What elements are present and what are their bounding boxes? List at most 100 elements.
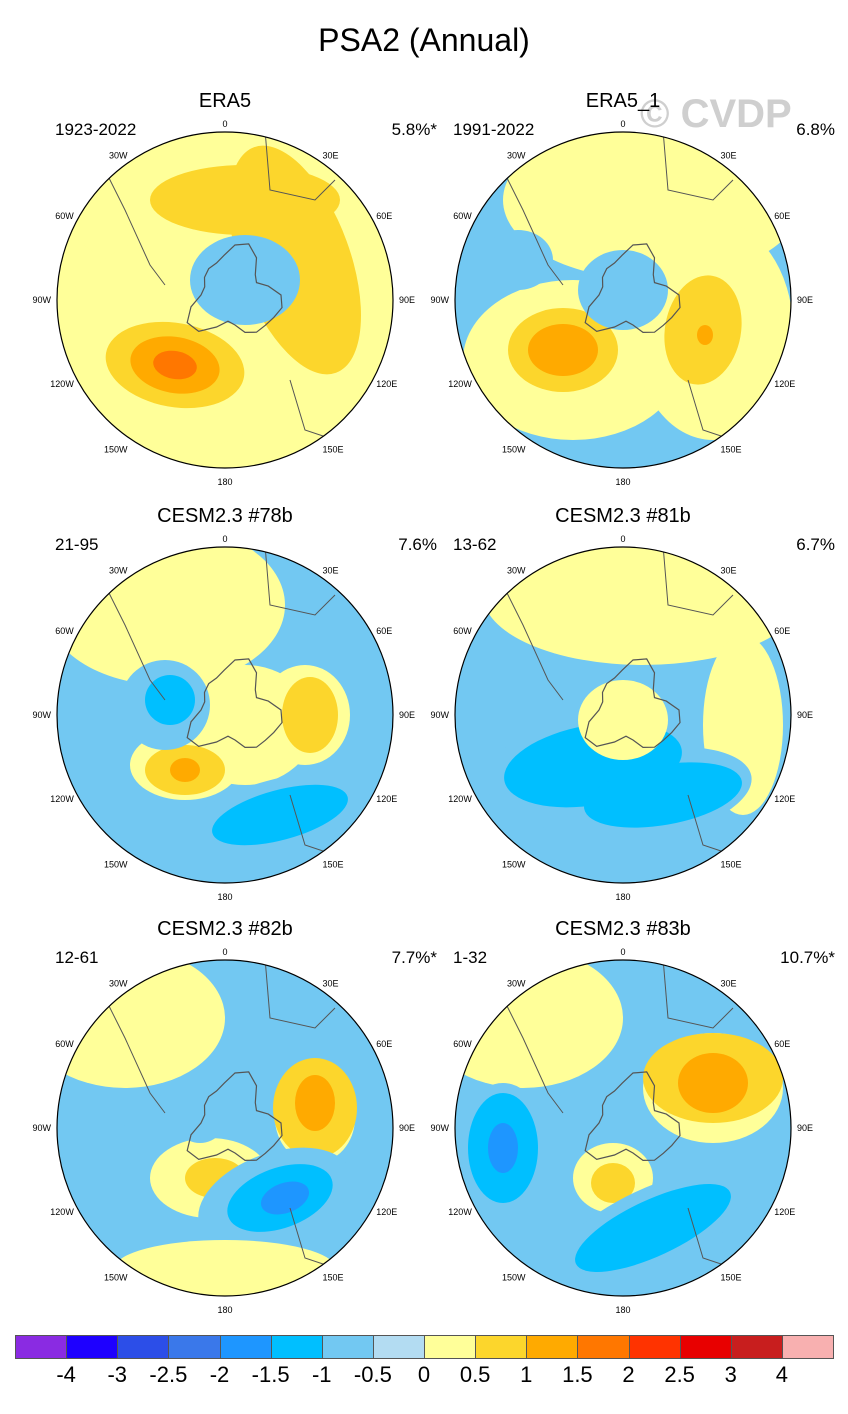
polar-map: 0 30E 60E 90E 120E 150E 180 150W 120W 90W 60W 30W — [430, 119, 813, 487]
map-border — [454, 546, 792, 884]
lon-label-r1: 60E — [774, 1039, 790, 1049]
lon-label-tr: 30E — [322, 566, 338, 576]
anomaly-contour — [282, 677, 338, 753]
lon-label-bl: 150W — [502, 445, 526, 455]
lon-label-top: 0 — [222, 534, 227, 544]
panel-years: 1-32 — [453, 948, 488, 967]
lon-label-r1: 60E — [376, 211, 392, 221]
polar-map: 0 30E 60E 90E 120E 150E 180 150W 120W 90W 60W 30W — [430, 534, 813, 902]
panel-years: 21-95 — [55, 535, 99, 554]
panel-cesm-81b: CESM2.3 #81b 13-62 6.7% 0 30E 60E 90E 120E 15… — [430, 505, 848, 905]
anomaly-contour — [57, 960, 225, 1088]
lon-label-l3: 120W — [448, 1207, 472, 1217]
colorbar-box — [219, 1335, 272, 1359]
lon-label-bl: 150W — [104, 1273, 128, 1283]
lon-label-l2: 90W — [430, 1123, 449, 1133]
lon-label-l1: 60W — [55, 211, 74, 221]
colorbar-box — [15, 1335, 68, 1359]
polar-map: 0 30E 60E 90E 120E 150E 180 150W 120W 90W 60W 30W — [32, 947, 415, 1315]
lon-label-l1: 60W — [55, 1039, 74, 1049]
anomaly-contour — [584, 762, 742, 828]
lon-label-tr: 30E — [322, 151, 338, 161]
colorbar-box — [321, 1335, 374, 1359]
anomaly-contour — [115, 1240, 335, 1296]
colorbar-tick: 4 — [775, 1362, 788, 1387]
colorbar-box — [730, 1335, 783, 1359]
lon-label-l3: 120W — [448, 379, 472, 389]
anomaly-contour — [212, 784, 348, 846]
lon-label-r1: 60E — [376, 1039, 392, 1049]
lon-label-bottom: 180 — [615, 892, 630, 902]
lon-label-bottom: 180 — [217, 477, 232, 487]
lon-label-r3: 120E — [376, 379, 397, 389]
anomaly-contour — [190, 235, 300, 325]
contour-field — [455, 960, 791, 1296]
panel-title: CESM2.3 #81b — [555, 505, 691, 527]
colorbar-box — [475, 1335, 528, 1359]
polar-map: 0 30E 60E 90E 120E 150E 180 150W 120W 90W 60W 30W — [430, 947, 813, 1315]
lon-label-r1: 60E — [376, 626, 392, 636]
panel-title: CESM2.3 #83b — [555, 918, 691, 940]
contour-field — [455, 132, 791, 468]
colorbar-tick: 3 — [724, 1362, 737, 1387]
anomaly-contour — [295, 1075, 335, 1131]
panel-title: ERA5 — [198, 90, 252, 112]
colorbar-box — [117, 1335, 170, 1359]
lon-label-r3: 120E — [376, 1207, 397, 1217]
panel-percent: 6.8% — [796, 120, 835, 139]
lon-label-tl: 30W — [507, 979, 526, 989]
panel-title: CESM2.3 #78b — [157, 505, 293, 527]
lon-label-l3: 120W — [50, 1207, 74, 1217]
lon-label-top: 0 — [222, 119, 227, 129]
lon-label-bl: 150W — [104, 445, 128, 455]
lon-label-bottom: 180 — [217, 1305, 232, 1315]
panel-percent: 5.8%* — [391, 120, 437, 139]
lon-label-r1: 60E — [774, 211, 790, 221]
panel-cesm-82b: CESM2.3 #82b 12-61 7.7%* 0 30E 60E 90E 120E 1… — [32, 918, 455, 1318]
colorbar-tick: 1 — [520, 1362, 533, 1387]
colorbar-box — [270, 1335, 323, 1359]
lon-label-r3: 120E — [774, 1207, 795, 1217]
colorbar-tick: -4 — [56, 1362, 76, 1387]
colorbar-tick: -1.5 — [251, 1362, 290, 1387]
lon-label-bl: 150W — [502, 1273, 526, 1283]
contour-field — [57, 132, 393, 468]
colorbar-box — [66, 1335, 119, 1359]
polar-map: 0 30E 60E 90E 120E 150E 180 150W 120W 90W 60W 30W — [32, 119, 415, 487]
lon-label-l2: 90W — [32, 710, 51, 720]
lon-label-tl: 30W — [507, 151, 526, 161]
colorbar-box — [628, 1335, 681, 1359]
colorbar-box — [372, 1335, 425, 1359]
lon-label-br: 150E — [720, 860, 741, 870]
lon-label-tl: 30W — [109, 151, 128, 161]
lon-label-bl: 150W — [502, 860, 526, 870]
colorbar-tick: -2 — [209, 1362, 230, 1387]
colorbar-ticks: -4 -3 -2.5 -2 -1.5 -1 -0.5 0 0.5 1 1.5 2 2.5 3 4 — [0, 1362, 848, 1392]
colorbar — [15, 1335, 834, 1359]
anomaly-contour — [591, 1163, 635, 1203]
anomaly-contour — [678, 1053, 748, 1113]
panel-cesm-83b: CESM2.3 #83b 1-32 10.7%* 0 30E 60E 90E 120E 1… — [430, 918, 848, 1318]
map-border — [56, 546, 394, 884]
colorbar-tick: 1.5 — [562, 1362, 593, 1387]
anomaly-contour — [150, 165, 340, 235]
map-border — [56, 131, 394, 469]
lon-label-tr: 30E — [322, 979, 338, 989]
panel-percent: 7.6% — [398, 535, 437, 554]
colorbar-tick: 0.5 — [459, 1362, 491, 1387]
anomaly-contour — [57, 1113, 135, 1183]
colorbar-box — [577, 1335, 630, 1359]
lon-label-r2: 90E — [797, 1123, 813, 1133]
lon-label-l1: 60W — [453, 211, 472, 221]
lon-label-r2: 90E — [797, 710, 813, 720]
panel-percent: 6.7% — [796, 535, 835, 554]
panel-era5-1: ERA5_1 1991-2022 6.8% 0 30E 60E 90E 120E 150E… — [430, 90, 848, 490]
lon-label-l3: 120W — [50, 379, 74, 389]
polar-map: 0 30E 60E 90E 120E 150E 180 150W 120W 90W 60W 30W — [32, 534, 415, 902]
anomaly-contour — [260, 1181, 310, 1215]
lon-label-tr: 30E — [720, 566, 736, 576]
lon-label-br: 150E — [322, 1273, 343, 1283]
anomaly-contour — [697, 325, 713, 345]
anomaly-contour — [578, 680, 668, 760]
lon-label-r3: 120E — [376, 794, 397, 804]
